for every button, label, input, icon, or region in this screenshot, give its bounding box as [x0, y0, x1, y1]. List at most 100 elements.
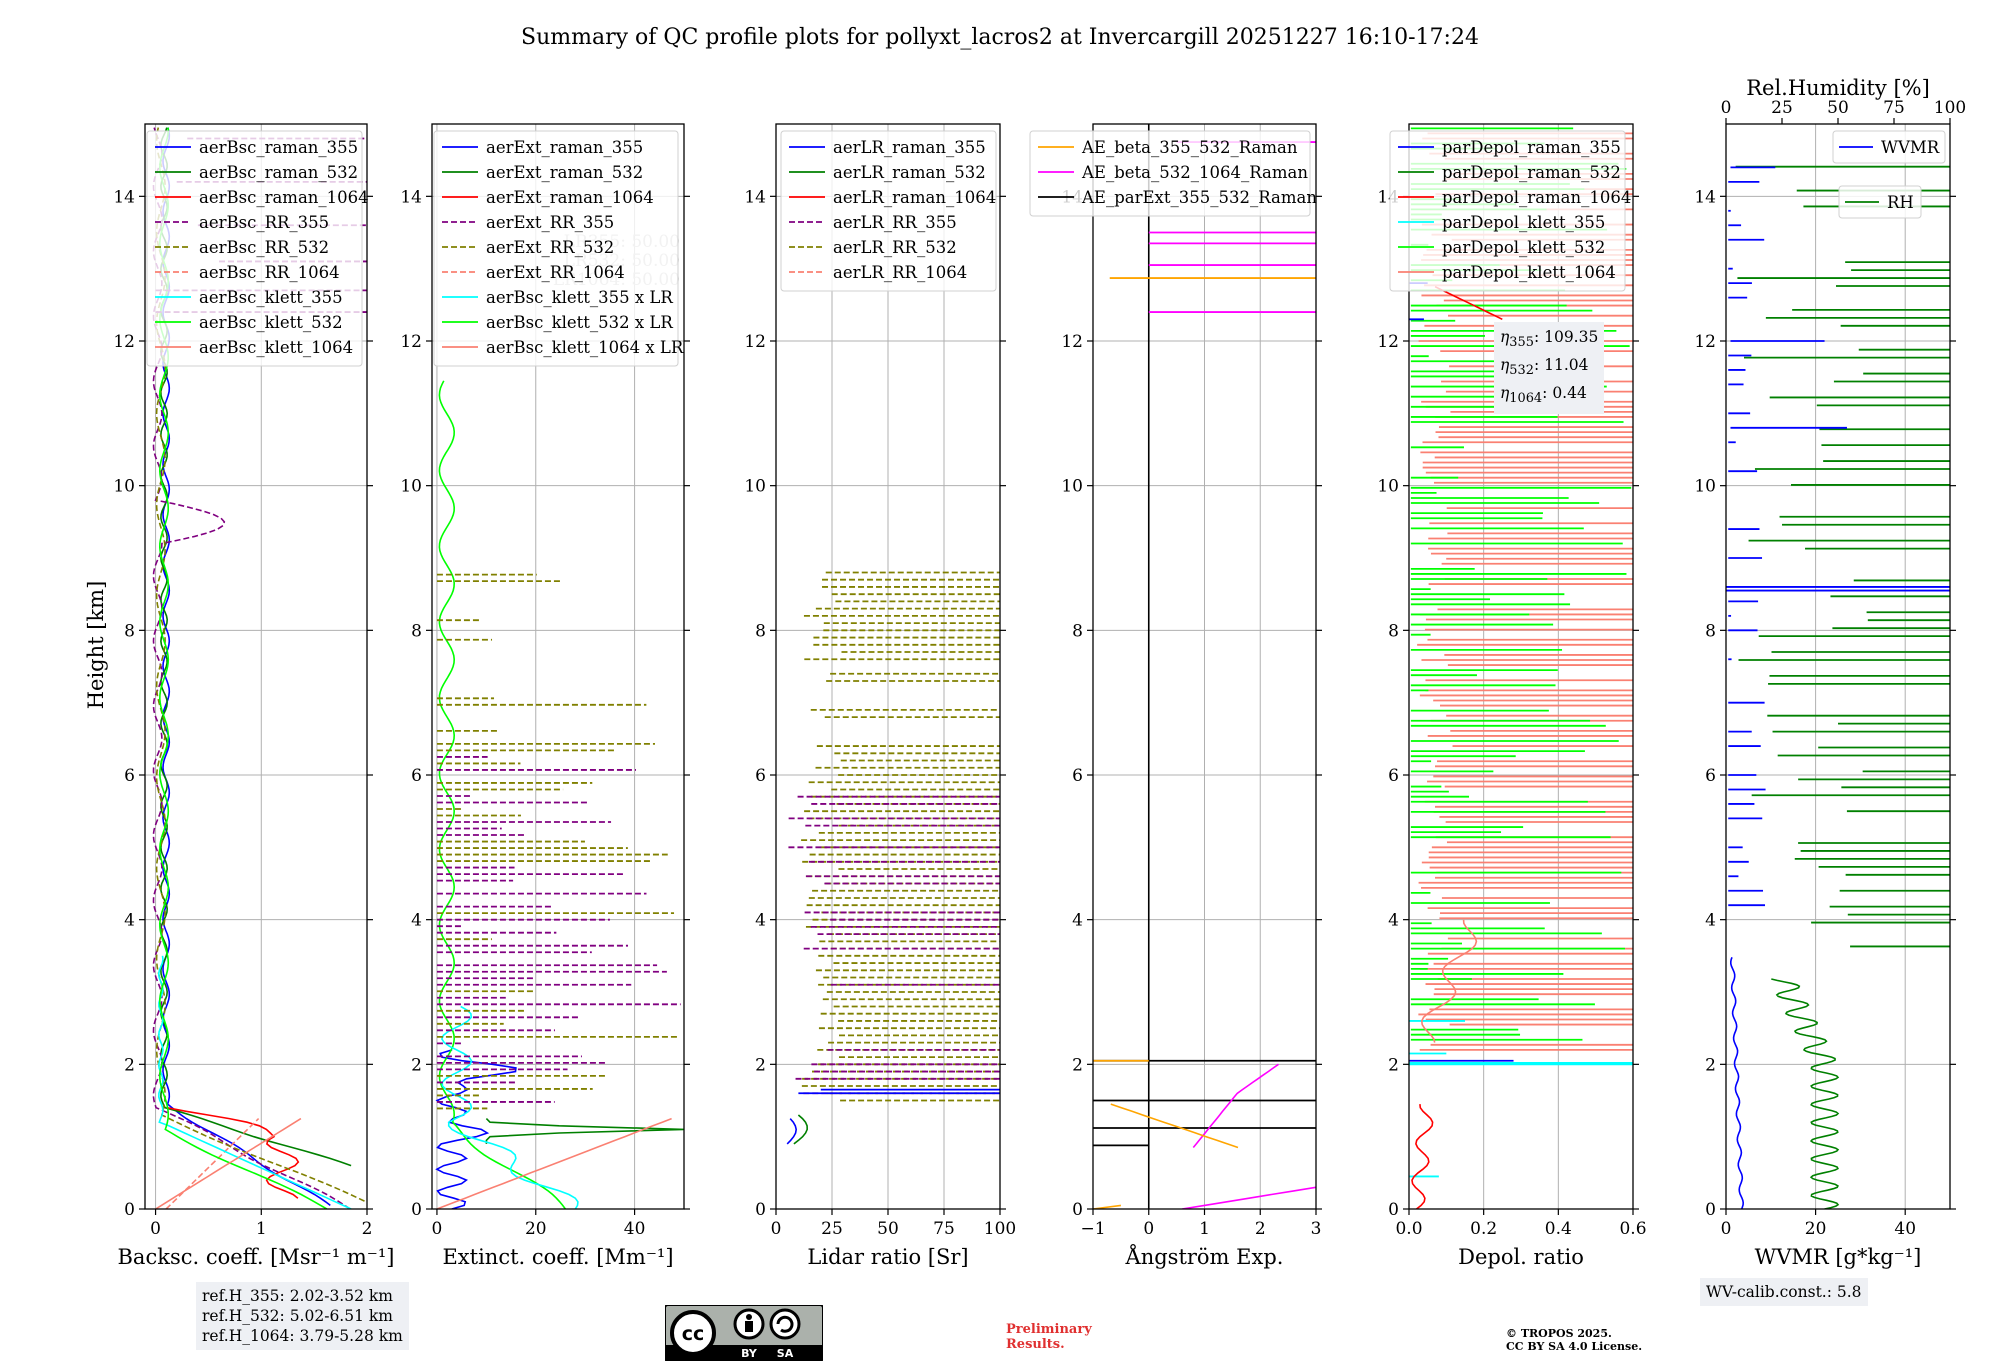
y-tick-label-7: 14: [400, 187, 422, 207]
legend-box: [146, 130, 363, 367]
legend-label-0: aerLR_raman_355: [833, 138, 986, 157]
y-tick-label-3: 6: [1072, 766, 1083, 786]
y-tick-label-0: 0: [1388, 1200, 1399, 1220]
y-tick-label-4: 8: [411, 621, 422, 641]
legend-label-8: aerBsc_klett_1064: [199, 338, 353, 357]
x-tick-label-1: 0: [1143, 1219, 1154, 1239]
legend-label-7: aerBsc_klett_532 x LR: [486, 313, 673, 332]
legend-angstrom: AE_beta_355_532_Raman AE_beta_532_1064_Ra…: [1029, 130, 1317, 217]
legend-box: [1029, 130, 1311, 217]
y-tick-label-0: 0: [755, 1200, 766, 1220]
legend-label-2: AE_parExt_355_532_Raman: [1081, 188, 1317, 207]
legend-label-5: aerExt_RR_1064: [486, 263, 625, 282]
ref-height-355: ref.H_355: 2.02-3.52 km: [202, 1287, 393, 1305]
legend-box: [780, 130, 997, 292]
rh-profile: [1771, 978, 1840, 1209]
legend-label-0: AE_beta_355_532_Raman: [1081, 138, 1298, 157]
x-tick-label-3: 2: [1255, 1219, 1266, 1239]
ext-raman-532: [485, 1118, 684, 1144]
eta-box: η355: 109.35 η532: 11.04 η1064: 0.44: [1494, 322, 1605, 415]
legend-label-5: aerLR_RR_1064: [833, 263, 967, 282]
cc-license-badge[interactable]: cc BY SA: [664, 1304, 824, 1362]
legend-label-3: parDepol_klett_355: [1442, 213, 1605, 232]
svg-text:cc: cc: [682, 1323, 705, 1345]
y-tick-label-3: 6: [1705, 766, 1716, 786]
legend-label-5: parDepol_klett_1064: [1442, 263, 1616, 282]
legend-label-1: AE_beta_532_1064_Raman: [1081, 163, 1308, 182]
reference-heights-box: ref.H_355: 2.02-3.52 km ref.H_532: 5.02-…: [196, 1282, 409, 1350]
legend-label-2: aerLR_raman_1064: [833, 188, 996, 207]
legend-label-2: parDepol_raman_1064: [1442, 188, 1631, 207]
x-tick-label-0: 0.0: [1395, 1219, 1422, 1239]
y-tick-label-5: 10: [1694, 477, 1716, 497]
legend-label-0: aerBsc_raman_355: [199, 138, 358, 157]
bsc-raman-1064: [166, 1106, 300, 1199]
ae-beta-532-1064: [1192, 1063, 1279, 1149]
ae-beta-355-532: [1110, 1103, 1239, 1149]
x-tick-label-2: 2: [362, 1219, 373, 1239]
y-tick-label-5: 10: [400, 477, 422, 497]
ext-klett-532: [438, 380, 567, 1209]
plot-frame: [431, 123, 685, 1210]
legend-box-0: [1832, 130, 1946, 164]
svg-text:SA: SA: [777, 1347, 794, 1360]
y-tick-label-1: 2: [1072, 1055, 1083, 1075]
plot-frame: [1092, 123, 1317, 1210]
eta-1064: η1064: 0.44: [1500, 384, 1587, 407]
y-tick-label-6: 12: [113, 332, 135, 352]
x-tick-label-0: 0: [771, 1219, 782, 1239]
legend-extinction: aerExt_raman_355 aerExt_raman_532 aerExt_r…: [433, 130, 684, 367]
legend-label-0: parDepol_raman_355: [1442, 138, 1621, 157]
y-tick-label-7: 14: [113, 187, 135, 207]
svg-text:BY: BY: [741, 1347, 758, 1360]
figure-title: Summary of QC profile plots for pollyxt_…: [521, 25, 1479, 50]
legend-label-2: aerBsc_raman_1064: [199, 188, 369, 207]
x-axis-label: Depol. ratio: [1458, 1245, 1584, 1269]
top-tick-label-2: 50: [1827, 98, 1849, 118]
y-tick-label-1: 2: [124, 1055, 135, 1075]
legend-lidar_ratio: aerLR_raman_355 aerLR_raman_532 aerLR_rama…: [780, 130, 997, 292]
y-tick-label-3: 6: [755, 766, 766, 786]
x-tick-label-2: 0.4: [1545, 1219, 1572, 1239]
legend-label-1: RH: [1887, 193, 1914, 212]
plot-frame: [1725, 123, 1951, 1210]
x-axis-label: Extinct. coeff. [Mm⁻¹]: [442, 1245, 673, 1269]
legend-label-0: WVMR: [1881, 138, 1940, 157]
legend-label-3: aerBsc_RR_355: [199, 213, 329, 232]
legend-label-5: aerBsc_RR_1064: [199, 263, 340, 282]
y-tick-label-2: 4: [1388, 911, 1399, 931]
legend-label-3: aerExt_RR_355: [486, 213, 614, 232]
legend-label-1: aerLR_raman_532: [833, 163, 986, 182]
x-tick-label-2: 50: [877, 1219, 899, 1239]
legend-box-1: [1838, 185, 1922, 219]
x-tick-label-3: 0.6: [1619, 1219, 1646, 1239]
legend-water_vapor: WVMR RH: [1832, 130, 1946, 219]
wv-calibration-box: WV-calib.const.: 5.8: [1700, 1278, 1868, 1306]
depol-klett-1064-low: [1420, 919, 1478, 1043]
x-tick-label-4: 3: [1311, 1219, 1322, 1239]
x-tick-label-1: 1: [256, 1219, 267, 1239]
ext-klett-355: [441, 1005, 579, 1209]
y-tick-label-6: 12: [744, 332, 766, 352]
x-tick-label-2: 40: [624, 1219, 646, 1239]
legend-label-3: aerLR_RR_355: [833, 213, 957, 232]
y-tick-label-6: 12: [400, 332, 422, 352]
depol-raman-1064-upper: [1434, 285, 1503, 321]
x-axis-label: Lidar ratio [Sr]: [807, 1245, 968, 1269]
x-tick-label-0: 0: [150, 1219, 161, 1239]
legend-label-4: aerBsc_RR_532: [199, 238, 329, 257]
legend-label-4: aerExt_RR_532: [486, 238, 614, 257]
ae-beta-532-1064-low: [1182, 1186, 1316, 1209]
y-tick-label-2: 4: [411, 911, 422, 931]
legend-label-1: aerBsc_raman_532: [199, 163, 358, 182]
top-tick-label-3: 75: [1883, 98, 1905, 118]
plot-frame: [144, 123, 368, 1210]
y-tick-label-4: 8: [1705, 621, 1716, 641]
x-tick-label-2: 1: [1199, 1219, 1210, 1239]
y-tick-label-4: 8: [124, 621, 135, 641]
legend-label-0: aerExt_raman_355: [486, 138, 643, 157]
